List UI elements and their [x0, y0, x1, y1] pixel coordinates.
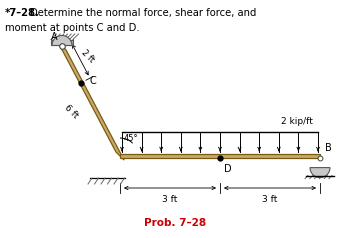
Text: Determine the normal force, shear force, and: Determine the normal force, shear force,…	[30, 8, 256, 18]
Text: 2 kip/ft: 2 kip/ft	[281, 117, 313, 126]
Text: 3 ft: 3 ft	[262, 195, 278, 204]
Polygon shape	[58, 42, 124, 160]
Wedge shape	[52, 35, 72, 45]
Text: C: C	[89, 76, 96, 86]
Text: D: D	[224, 164, 232, 174]
Text: B: B	[325, 144, 332, 154]
Text: *7–28.: *7–28.	[5, 8, 40, 18]
Text: Prob. 7–28: Prob. 7–28	[144, 218, 206, 228]
Text: 6 ft: 6 ft	[63, 103, 80, 120]
Text: moment at points C and D.: moment at points C and D.	[5, 23, 139, 33]
Wedge shape	[310, 168, 330, 178]
Text: 2 ft: 2 ft	[79, 48, 96, 64]
Bar	[51, 40, 73, 45]
Text: 3 ft: 3 ft	[162, 195, 178, 204]
Text: A: A	[51, 32, 57, 42]
Bar	[120, 154, 320, 158]
Text: 45°: 45°	[124, 134, 139, 143]
